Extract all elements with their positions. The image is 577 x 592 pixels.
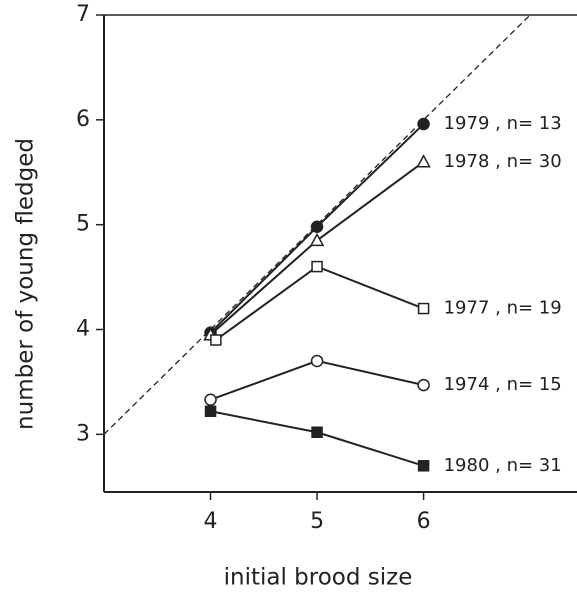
point	[417, 117, 430, 131]
series-label: 1979 , n= 13	[444, 113, 562, 134]
point	[309, 232, 325, 247]
point	[311, 426, 323, 438]
series-line	[210, 410, 424, 467]
point	[210, 334, 222, 346]
series-label: 1978 , n= 30	[444, 151, 562, 172]
y-tick-label: 6	[76, 107, 90, 132]
x-tick-label: 6	[417, 509, 431, 534]
point	[204, 405, 217, 418]
series-line	[209, 160, 425, 336]
series-label: 1980 , n= 31	[444, 455, 562, 476]
series-label: 1977 , n= 19	[444, 298, 562, 319]
point	[310, 354, 324, 368]
x-tick-label: 4	[204, 509, 218, 534]
point	[417, 302, 430, 315]
x-axis-label: initial brood size	[224, 565, 413, 591]
point	[417, 378, 430, 392]
y-tick-label: 7	[76, 2, 90, 27]
point	[417, 460, 430, 472]
point	[311, 260, 323, 273]
point	[204, 393, 217, 406]
y-tick-label: 4	[76, 317, 90, 342]
y-axis-label: number of young fledged	[13, 138, 39, 430]
x-tick-label: 5	[310, 509, 324, 534]
point	[416, 154, 431, 168]
point	[310, 220, 324, 234]
y-tick-label: 3	[76, 421, 90, 446]
series-label: 1974 , n= 15	[444, 374, 562, 395]
y-tick-label: 5	[76, 212, 90, 237]
